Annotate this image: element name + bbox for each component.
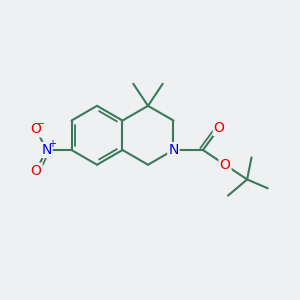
Text: O: O bbox=[31, 164, 42, 178]
Text: +: + bbox=[48, 139, 56, 148]
Text: N: N bbox=[168, 143, 179, 157]
Text: O: O bbox=[31, 122, 42, 136]
Text: N: N bbox=[41, 143, 52, 157]
Text: O: O bbox=[214, 121, 225, 135]
Text: O: O bbox=[220, 158, 230, 172]
Text: −: − bbox=[38, 119, 46, 129]
